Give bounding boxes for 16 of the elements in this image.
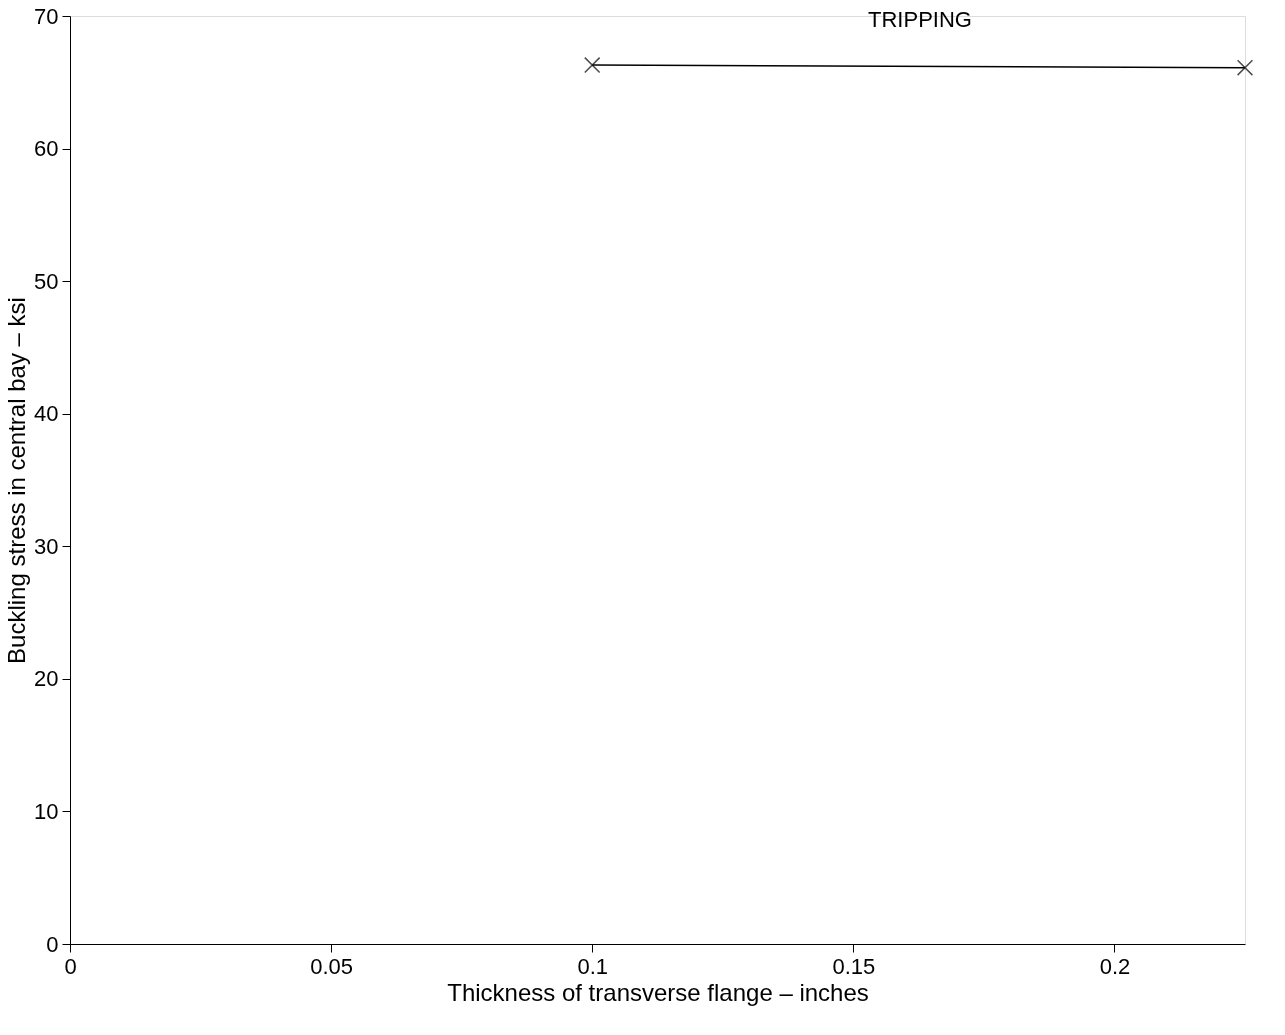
x-axis-title: Thickness of transverse flange – inches — [447, 978, 869, 1006]
y-tick-label: 60 — [34, 136, 59, 162]
y-tick-label: 70 — [34, 3, 59, 29]
x-tick-label: 0.05 — [310, 953, 354, 979]
y-tick-label: 50 — [34, 268, 59, 294]
x-tick-label: 0.1 — [577, 953, 609, 979]
y-tick-label: 0 — [46, 931, 59, 957]
x-tick-label: 0.2 — [1099, 953, 1131, 979]
x-tick-label: 0.15 — [832, 953, 876, 979]
annotation: TRIPPING — [868, 7, 972, 32]
x-tick-label: 0 — [64, 953, 77, 979]
y-tick-label: 40 — [34, 401, 59, 427]
y-tick-label: 20 — [34, 666, 59, 692]
y-tick-label: 10 — [34, 798, 59, 824]
y-tick-label: 30 — [34, 533, 59, 559]
y-axis-title: Buckling stress in central bay – ksi — [3, 297, 31, 664]
